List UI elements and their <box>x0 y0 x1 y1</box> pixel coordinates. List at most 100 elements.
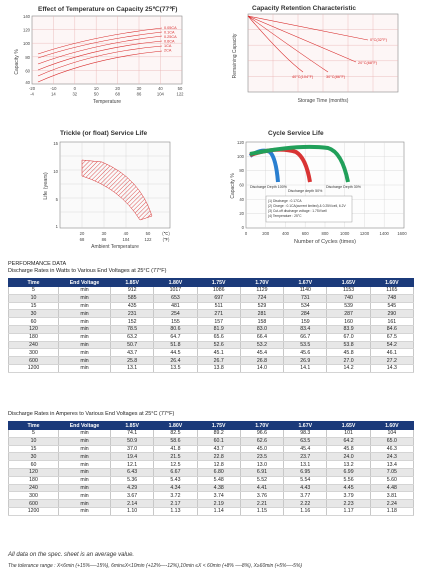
retention-series-label: 30°C(86°F) <box>326 75 346 79</box>
table-cell: 98.3 <box>283 429 328 438</box>
table-cell: 13.2 <box>326 460 371 469</box>
table-cell: 25.8 <box>109 356 155 365</box>
column-header: 1.75V <box>196 421 241 430</box>
table-cell: 41.8 <box>153 445 198 454</box>
table-row: 15 min 435 481 511 529 534 539 545 <box>8 302 415 311</box>
table-cell: 5.54 <box>283 476 328 485</box>
temp-x-tick-c: -20 <box>29 86 36 91</box>
table-cell: 44.5 <box>153 348 198 358</box>
table-cell: 89.2 <box>196 429 241 438</box>
table-cell: 4.45 <box>326 484 371 493</box>
temp-x-tick-c: 30 <box>137 86 142 91</box>
cycle-life-chart: Discharge Depth 100% Discharge depth 50%… <box>230 140 407 245</box>
float-life-title: Trickle (or float) Service Life <box>60 130 148 137</box>
table-cell: 158 <box>239 317 285 326</box>
table-cell: 13.8 <box>196 364 241 373</box>
table-cell: 5.52 <box>239 476 285 485</box>
retention-series-label: 0°C(32°F) <box>370 38 388 42</box>
watts-table: Time End Voltage 1.85V 1.80V 1.75V 1.70V 1.67V… <box>8 278 415 373</box>
table-cell: 15 <box>8 445 59 454</box>
table-cell: min <box>58 364 111 373</box>
float-x-tick-f: 122 <box>145 237 153 242</box>
table-cell: 14.0 <box>239 364 285 373</box>
retention-series-label: 40°C(104°F) <box>292 75 314 79</box>
table-cell: 54.2 <box>369 341 415 350</box>
temp-x-tick-c: 50 <box>178 86 183 91</box>
cycle-series-label: Discharge Depth 100% <box>250 185 288 189</box>
table-cell: 67.5 <box>369 333 415 342</box>
cycle-x-label: Number of Cycles (times) <box>294 239 356 245</box>
table-row: 30 min 231 254 271 281 284 287 290 <box>8 309 415 319</box>
table-cell: 45.8 <box>326 445 371 454</box>
capacity-retention-chart: 0°C(32°F) 20°C(68°F) 30°C(86°F) 40°C(104… <box>232 13 399 104</box>
table-cell: 15 <box>8 302 59 311</box>
table-cell: 1086 <box>196 286 241 295</box>
column-header: Time <box>8 278 59 287</box>
table-cell: 30 <box>8 309 59 319</box>
temp-capacity-title: Effect of Temperature on Capacity 25℃(77… <box>38 6 178 13</box>
temp-x-tick-c: -10 <box>50 86 57 91</box>
table-cell: 43.7 <box>109 348 155 358</box>
table-cell: 78.5 <box>109 325 155 334</box>
column-header: 1.60V <box>369 421 415 430</box>
table-cell: min <box>58 429 111 438</box>
table-cell: 60 <box>8 460 59 469</box>
temp-x-tick-f: 122 <box>177 92 185 97</box>
cycle-x-tick: 600 <box>302 231 310 236</box>
temp-y-tick: 100 <box>23 41 31 46</box>
table-cell: min <box>58 348 111 358</box>
table-row: 5 min 912 1017 1086 1129 1140 1153 1165 <box>8 286 415 295</box>
cycle-y-tick: 40 <box>239 197 244 202</box>
table-cell: 62.6 <box>239 437 285 446</box>
table-cell: 83.9 <box>326 325 371 334</box>
table-cell: 180 <box>8 476 59 485</box>
table-cell: 300 <box>8 491 59 501</box>
table-cell: 1.16 <box>283 507 328 516</box>
column-header: 1.75V <box>196 278 241 287</box>
table-cell: 254 <box>153 309 198 319</box>
float-y-tick: 15 <box>53 141 58 146</box>
watts-table-caption: Discharge Rates in Watts to Various End … <box>8 268 167 274</box>
temp-y-label: Capacity % <box>14 49 20 75</box>
table-cell: min <box>58 499 111 508</box>
column-header: 1.85V <box>109 278 155 287</box>
table-cell: 12.5 <box>153 460 198 469</box>
table-cell: 24.0 <box>326 452 371 462</box>
cycle-y-tick: 0 <box>242 225 245 230</box>
float-y-tick: 1 <box>56 224 59 229</box>
float-y-tick: 10 <box>53 169 58 174</box>
table-cell: 1.13 <box>153 507 198 516</box>
temp-series-label: 1CA <box>164 44 172 48</box>
column-header: 1.65V <box>326 278 371 287</box>
table-cell: 23.7 <box>283 452 328 462</box>
float-x-tick-f: 104 <box>123 237 131 242</box>
cycle-series-label: Discharge Depth 30% <box>326 185 362 189</box>
table-row: 30 min 19.4 21.5 22.8 23.5 23.7 24.0 24.3 <box>8 452 415 462</box>
table-cell: 19.4 <box>109 452 155 462</box>
column-header: 1.67V <box>283 421 328 430</box>
cycle-series-label: Discharge depth 50% <box>288 189 323 193</box>
table-cell: min <box>58 507 111 516</box>
temp-x-tick-f: 14 <box>51 92 56 97</box>
temp-x-tick-f: 86 <box>137 92 142 97</box>
table-row: 600 min 25.8 26.4 26.7 26.8 26.9 27.0 27.2 <box>8 356 415 365</box>
table-row: 300 min 43.7 44.5 45.1 45.4 45.6 45.8 46.1 <box>8 348 415 358</box>
cycle-y-tick: 20 <box>239 211 244 216</box>
table-cell: 7.05 <box>369 468 415 477</box>
cycle-y-tick: 100 <box>237 154 245 159</box>
temp-y-tick: 40 <box>25 80 30 85</box>
table-cell: 159 <box>283 317 328 326</box>
retention-title: Capacity Retention Characteristic <box>252 5 357 12</box>
table-row: 180 min 63.2 64.7 65.6 66.4 66.7 67.0 67.5 <box>8 333 415 342</box>
temp-x-tick-f: 50 <box>94 92 99 97</box>
table-cell: 5.56 <box>326 476 371 485</box>
table-cell: 912 <box>109 286 155 295</box>
table-cell: 2.21 <box>239 499 285 508</box>
cycle-x-tick: 400 <box>282 231 290 236</box>
table-cell: 45.4 <box>239 348 285 358</box>
table-cell: 5.43 <box>153 476 198 485</box>
cycle-x-tick: 0 <box>245 231 248 236</box>
table-cell: 161 <box>369 317 415 326</box>
table-cell: 545 <box>369 302 415 311</box>
table-cell: 13.1 <box>109 364 155 373</box>
